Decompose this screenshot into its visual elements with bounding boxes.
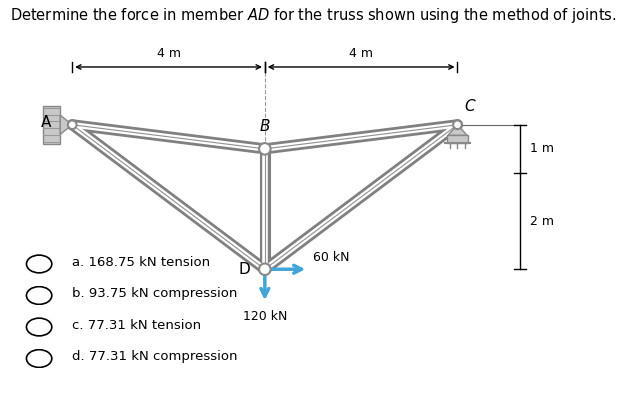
Text: D: D bbox=[239, 262, 250, 277]
FancyBboxPatch shape bbox=[43, 106, 60, 144]
Text: 4 m: 4 m bbox=[156, 47, 180, 60]
Circle shape bbox=[68, 121, 76, 129]
Text: 60 kN: 60 kN bbox=[313, 251, 349, 264]
Text: a. 168.75 kN tension: a. 168.75 kN tension bbox=[72, 256, 210, 268]
Circle shape bbox=[26, 255, 52, 273]
Text: d. 77.31 kN compression: d. 77.31 kN compression bbox=[72, 350, 237, 363]
Polygon shape bbox=[448, 125, 467, 136]
Circle shape bbox=[453, 121, 462, 129]
Text: 2 m: 2 m bbox=[530, 215, 553, 228]
Text: 4 m: 4 m bbox=[349, 47, 373, 60]
Text: B: B bbox=[260, 119, 270, 134]
Circle shape bbox=[26, 318, 52, 336]
Circle shape bbox=[259, 143, 270, 154]
Text: b. 93.75 kN compression: b. 93.75 kN compression bbox=[72, 287, 237, 300]
Text: 1 m: 1 m bbox=[530, 142, 553, 155]
Circle shape bbox=[26, 287, 52, 305]
Text: A: A bbox=[41, 115, 51, 130]
Text: 120 kN: 120 kN bbox=[243, 310, 287, 323]
Text: Determine the force in member $AD$ for the truss shown using the method of joint: Determine the force in member $AD$ for t… bbox=[10, 6, 616, 25]
FancyBboxPatch shape bbox=[447, 136, 468, 143]
Circle shape bbox=[259, 264, 270, 275]
Polygon shape bbox=[60, 115, 72, 134]
Text: C: C bbox=[464, 99, 475, 114]
Text: c. 77.31 kN tension: c. 77.31 kN tension bbox=[72, 319, 201, 331]
Circle shape bbox=[26, 350, 52, 367]
